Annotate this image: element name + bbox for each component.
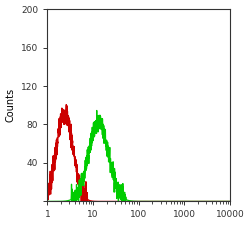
Y-axis label: Counts: Counts [6,88,16,122]
